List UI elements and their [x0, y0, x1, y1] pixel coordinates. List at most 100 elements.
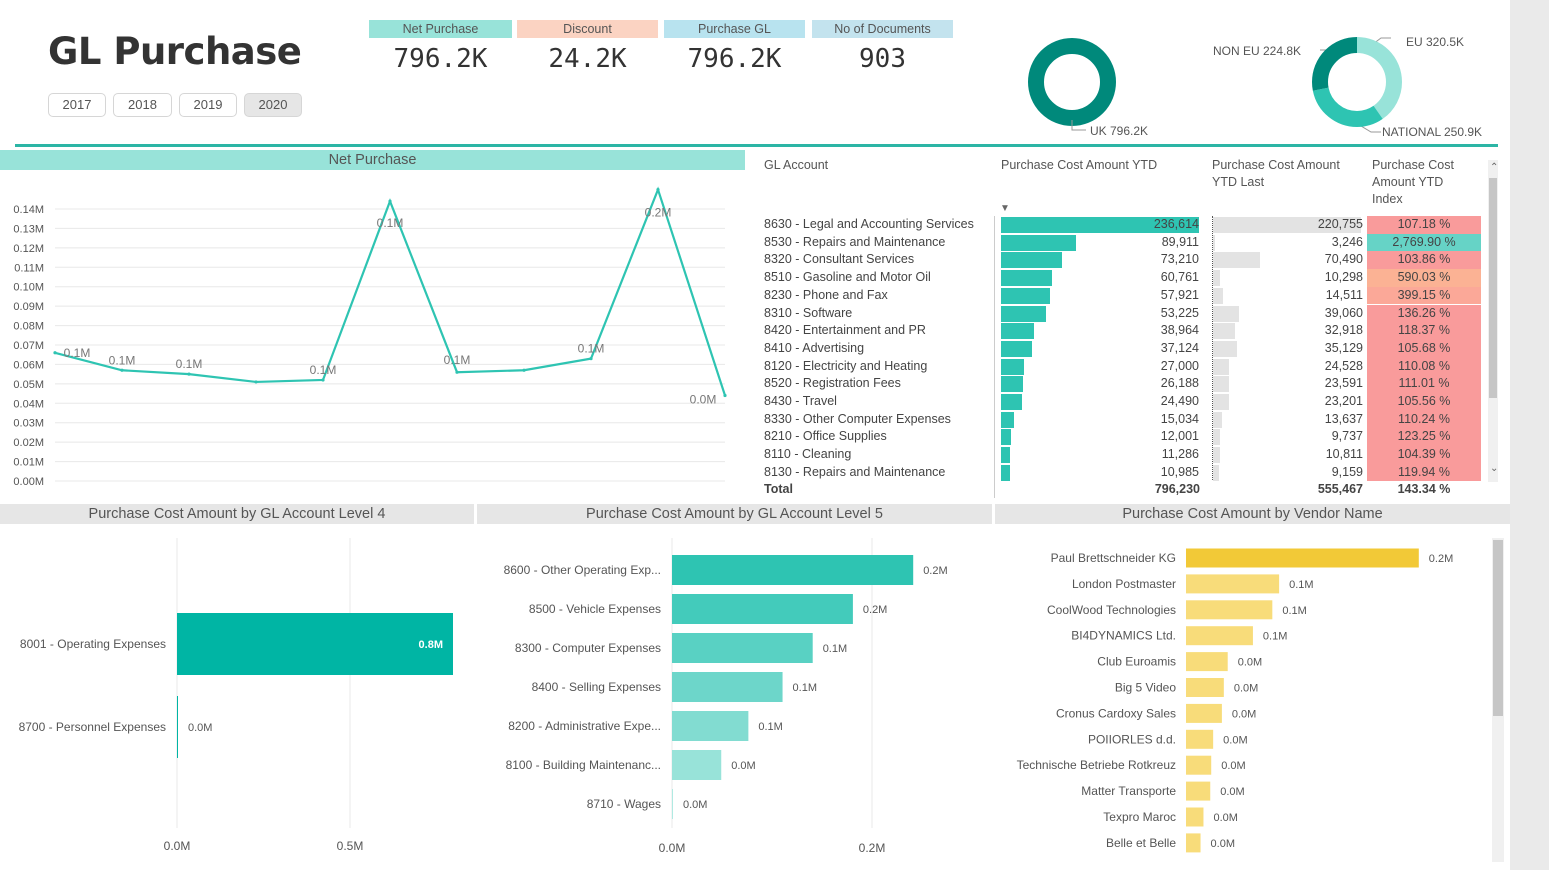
col-header-ytd-last[interactable]: Purchase Cost Amount YTD Last — [1212, 157, 1340, 191]
bar[interactable] — [672, 633, 813, 663]
row-ytd-last-bar — [1213, 234, 1216, 251]
row-account: 8520 - Registration Fees — [764, 376, 901, 391]
row-ytd-bar — [1001, 464, 1011, 481]
level5-bar-chart[interactable]: 0.0M 0.2M 8600 - Other Operating Exp... 0.2… — [477, 528, 992, 858]
net-purchase-point[interactable] — [656, 187, 660, 192]
table-row[interactable]: 8420 - Entertainment and PR 38,964 32,918 1… — [758, 322, 1488, 340]
kpi-discount-label: Discount — [517, 20, 658, 38]
table-row[interactable]: 8120 - Electricity and Heating 27,000 24,5… — [758, 357, 1488, 376]
table-row[interactable]: 8110 - Cleaning 11,286 10,811 104.39 % — [758, 446, 1488, 464]
bar[interactable] — [1186, 600, 1273, 620]
y-tick-label: 0.00M — [13, 476, 44, 488]
col-header-index-line2: Amount YTD — [1372, 175, 1444, 189]
bar[interactable] — [1186, 807, 1204, 827]
col-header-index[interactable]: Purchase Cost Amount YTD Index — [1372, 157, 1454, 208]
bar[interactable] — [1186, 833, 1201, 853]
year-slicer-2018[interactable]: 2018 — [113, 93, 172, 117]
table-row[interactable]: 8410 - Advertising 37,124 35,129 105.68 % — [758, 339, 1488, 358]
table-row[interactable]: 8230 - Phone and Fax 57,921 14,511 399.15 % — [758, 286, 1488, 305]
col-header-gl-account[interactable]: GL Account — [764, 158, 829, 172]
net-purchase-point[interactable] — [53, 351, 57, 355]
data-label: 0.0M — [1234, 683, 1258, 695]
table-row[interactable]: 8510 - Gasoline and Motor Oil 60,761 10,29… — [758, 269, 1488, 287]
scroll-up-icon[interactable]: ⌃ — [1490, 162, 1499, 173]
level4-bar-chart[interactable]: 0.0M 0.5M 8001 - Operating Expenses 0.8M 870… — [0, 528, 474, 858]
bar[interactable] — [177, 696, 178, 758]
row-ytd-bar — [1001, 447, 1011, 464]
table-row[interactable]: 8310 - Software 53,225 39,060 136.26 % — [758, 304, 1488, 323]
bar[interactable] — [672, 750, 722, 780]
row-ytd-bar — [1001, 252, 1063, 269]
row-ytd: 73,210 — [1160, 252, 1199, 267]
bar[interactable] — [1186, 703, 1222, 723]
bar[interactable] — [1186, 652, 1228, 672]
net-purchase-point[interactable] — [321, 378, 325, 382]
bar[interactable] — [1186, 548, 1419, 568]
report-page: GL Purchase 2017 2018 2019 2020 Net Purc… — [0, 20, 1510, 863]
net-purchase-point[interactable] — [388, 199, 392, 203]
bar[interactable] — [672, 594, 853, 624]
donut-uk-chart[interactable] — [1020, 30, 1220, 140]
net-purchase-header: Net Purchase — [0, 150, 745, 170]
category-label: 8500 - Vehicle Expenses — [529, 602, 661, 616]
row-ytd-cell: 11,286 — [1001, 446, 1211, 464]
table-row[interactable]: 8520 - Registration Fees 26,188 23,591 111.… — [758, 375, 1488, 393]
year-slicer-2017[interactable]: 2017 — [48, 93, 106, 117]
sort-desc-icon[interactable]: ▼ — [1000, 203, 1010, 214]
scroll-down-icon[interactable]: ⌄ — [1490, 463, 1499, 474]
net-purchase-point[interactable] — [455, 370, 459, 374]
donut-region-segment[interactable] — [1312, 37, 1402, 127]
donut-region-segment[interactable] — [1312, 37, 1402, 127]
bar[interactable] — [1186, 781, 1211, 801]
bar[interactable] — [1186, 574, 1280, 594]
table-row[interactable]: 8530 - Repairs and Maintenance 89,911 3,24… — [758, 233, 1488, 252]
bar[interactable] — [1186, 626, 1253, 646]
net-purchase-point[interactable] — [120, 368, 124, 372]
year-slicer-2019[interactable]: 2019 — [179, 93, 237, 117]
bar[interactable] — [177, 613, 453, 675]
net-purchase-point[interactable] — [589, 357, 593, 361]
bar[interactable] — [672, 789, 673, 819]
net-purchase-point[interactable] — [522, 368, 526, 372]
year-slicer-2020[interactable]: 2020 — [244, 93, 302, 117]
bar[interactable] — [1186, 729, 1214, 749]
row-ytd-cell: 73,210 — [1001, 251, 1211, 269]
col-header-index-line1: Purchase Cost — [1372, 158, 1454, 172]
row-ytd-last-cell: 10,811 — [1213, 446, 1365, 464]
row-ytd-last-cell: 9,159 — [1213, 464, 1365, 482]
vendor-scroll-thumb[interactable] — [1493, 540, 1503, 716]
y-tick-label: 0.08M — [13, 321, 44, 333]
net-purchase-point[interactable] — [187, 372, 191, 376]
table-scroll-thumb[interactable] — [1489, 178, 1497, 398]
row-ytd-last-bar — [1213, 376, 1229, 393]
data-label: 0.0M — [690, 393, 717, 407]
row-ytd-cell: 236,614 — [1001, 216, 1211, 234]
category-label: 8200 - Administrative Expe... — [508, 719, 661, 733]
category-label: CoolWood Technologies — [1047, 603, 1176, 617]
row-ytd-last-bar — [1213, 394, 1229, 410]
bar[interactable] — [1186, 678, 1224, 697]
vendor-bar-chart[interactable]: Paul Brettschneider KG 0.2M London Postmas… — [995, 528, 1510, 863]
bar[interactable] — [1186, 755, 1212, 775]
table-row[interactable]: 8330 - Other Computer Expenses 15,034 13,6… — [758, 410, 1488, 429]
canvas-gutter — [1510, 0, 1549, 870]
col-header-ytd[interactable]: Purchase Cost Amount YTD — [1001, 158, 1158, 172]
donut-uk-segment[interactable] — [1028, 38, 1116, 126]
net-purchase-point[interactable] — [723, 393, 727, 398]
table-row[interactable]: 8630 - Legal and Accounting Services 236,… — [758, 216, 1488, 234]
bar[interactable] — [672, 555, 914, 585]
net-purchase-point[interactable] — [254, 380, 258, 384]
donut-region-leader-national — [1360, 125, 1381, 133]
net-purchase-line-chart[interactable]: 0.14M 0.13M 0.12M 0.11M 0.10M 0.09M 0.08M 0.07M… — [0, 172, 745, 497]
data-label: 0.0M — [1211, 838, 1235, 850]
row-ytd-last-cell: 14,511 — [1213, 287, 1365, 305]
bar[interactable] — [672, 711, 749, 741]
table-row[interactable]: 8430 - Travel 24,490 23,201 105.56 % — [758, 393, 1488, 411]
bar[interactable] — [672, 672, 783, 702]
table-row[interactable]: 8320 - Consultant Services 73,210 70,490 10… — [758, 251, 1488, 270]
donut-noneu-label: NON EU 224.8K — [1213, 44, 1302, 58]
donut-region-chart[interactable] — [1305, 30, 1415, 140]
table-row[interactable]: 8210 - Office Supplies 12,001 9,737 123.25 … — [758, 428, 1488, 447]
kpi-purchase-gl-label: Purchase GL — [664, 20, 805, 38]
table-row[interactable]: 8130 - Repairs and Maintenance 10,985 9,15… — [758, 463, 1488, 482]
